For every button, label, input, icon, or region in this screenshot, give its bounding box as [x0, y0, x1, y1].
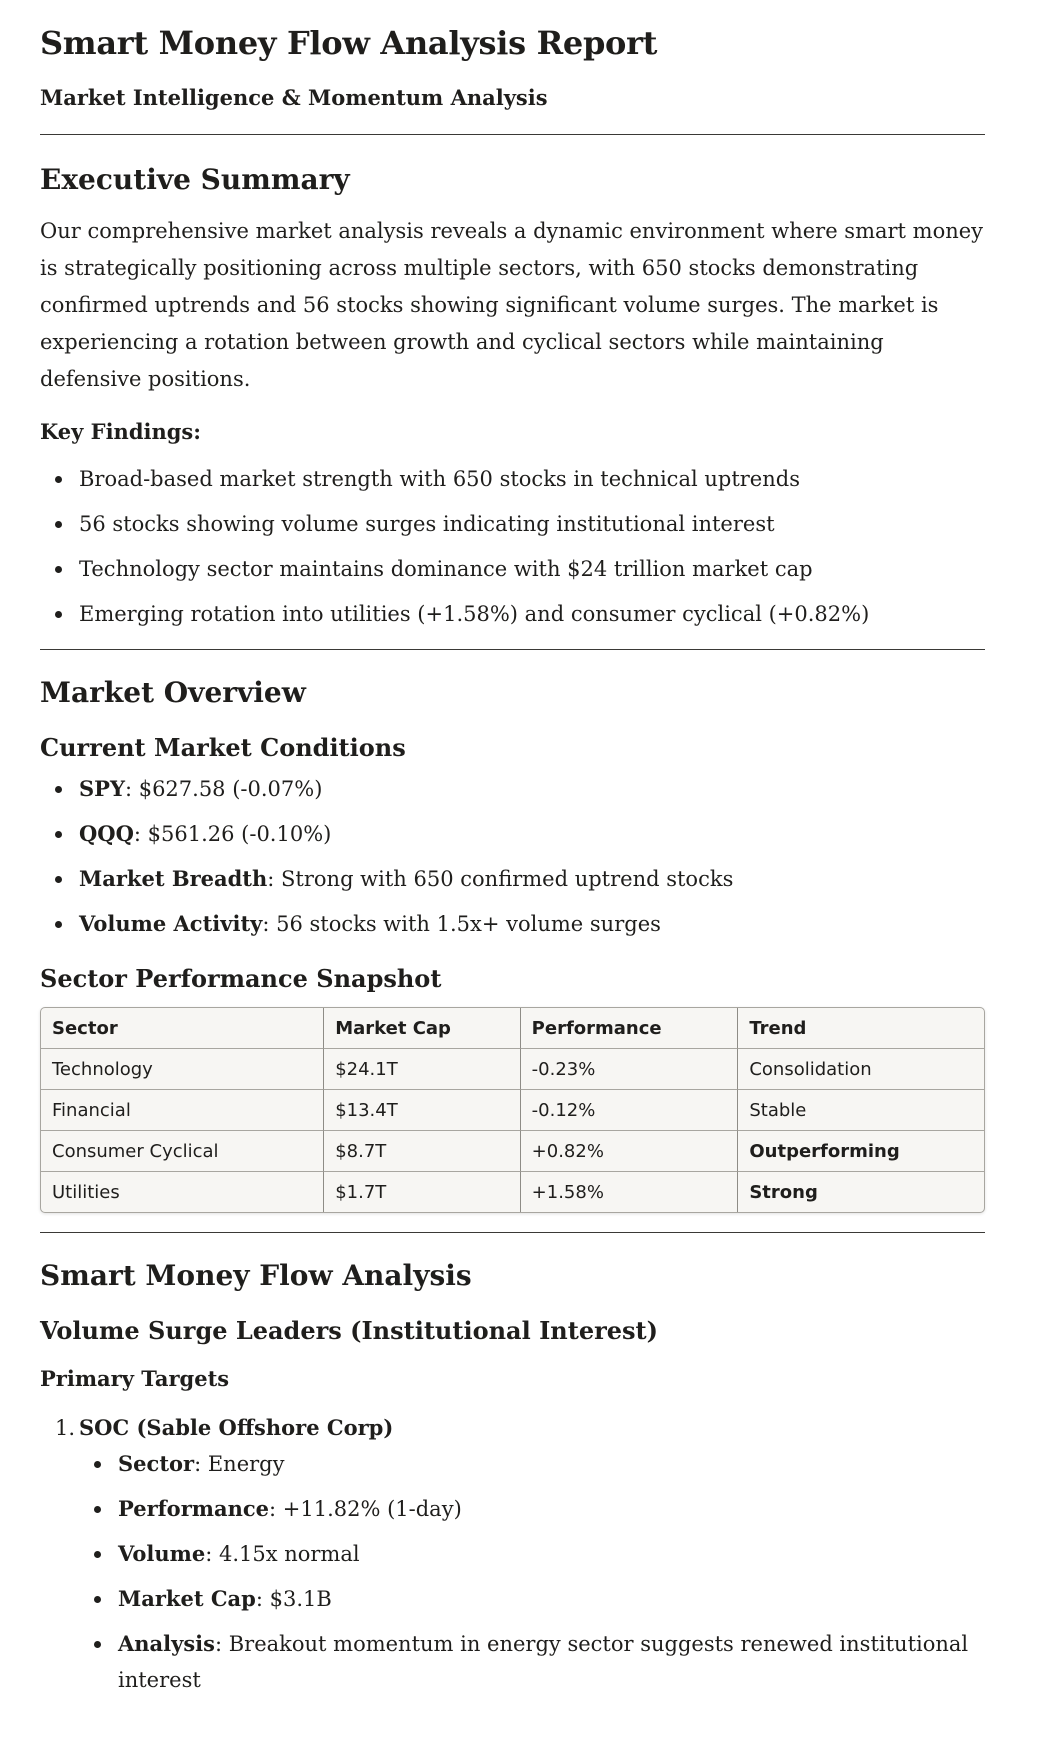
table-row: Financial $13.4T -0.12% Stable: [41, 1090, 984, 1131]
list-item: Market Breadth: Strong with 650 confirme…: [55, 864, 985, 894]
list-item: Performance: +11.82% (1-day): [94, 1491, 985, 1527]
market-overview-heading: Market Overview: [40, 676, 306, 709]
market-conditions-list: SPY: $627.58 (-0.07%) QQQ: $561.26 (-0.1…: [40, 774, 985, 939]
detail-label: Performance: [118, 1496, 269, 1521]
detail-value: : $3.1B: [255, 1587, 332, 1611]
table-cell: $24.1T: [324, 1049, 521, 1090]
table-row: Consumer Cyclical $8.7T +0.82% Outperfor…: [41, 1131, 984, 1172]
table-cell: Technology: [41, 1049, 325, 1090]
list-item: SPY: $627.58 (-0.07%): [55, 774, 985, 804]
table-cell: Utilities: [41, 1172, 325, 1212]
condition-value: : 56 stocks with 1.5x+ volume surges: [262, 912, 661, 936]
table-cell: $1.7T: [324, 1172, 521, 1212]
smart-money-heading: Smart Money Flow Analysis: [40, 1259, 472, 1292]
table-cell: Financial: [41, 1090, 325, 1131]
table-cell: +1.58%: [521, 1172, 739, 1212]
primary-targets-list: 1. SOC (Sable Offshore Corp) Sector: Ene…: [40, 1413, 985, 1698]
table-cell: Consolidation: [738, 1049, 984, 1090]
sector-performance-table: Sector Market Cap Performance Trend Tech…: [40, 1007, 985, 1213]
column-header: Trend: [738, 1008, 984, 1049]
detail-value: : Energy: [194, 1452, 285, 1476]
table-cell: Consumer Cyclical: [41, 1131, 325, 1172]
table-cell: +0.82%: [520, 1131, 739, 1172]
list-item: QQQ: $561.26 (-0.10%): [55, 819, 985, 849]
table-header-row: Sector Market Cap Performance Trend: [41, 1008, 984, 1049]
target-details-list: Sector: Energy Performance: +11.82% (1-d…: [79, 1446, 985, 1698]
column-header: Market Cap: [324, 1008, 521, 1049]
executive-summary-paragraph: Our comprehensive market analysis reveal…: [40, 219, 984, 391]
condition-label: Volume Activity: [79, 911, 263, 936]
primary-targets-label: Primary Targets: [40, 1366, 230, 1391]
table-row: Technology $24.1T -0.23% Consolidation: [41, 1049, 984, 1090]
condition-value: : $627.58 (-0.07%): [124, 777, 323, 801]
table-cell: Outperforming: [738, 1131, 984, 1172]
list-item: Market Cap: $3.1B: [94, 1581, 985, 1617]
list-item: Broad-based market strength with 650 sto…: [55, 464, 985, 494]
divider: [40, 649, 985, 650]
list-item: Volume: 4.15x normal: [94, 1536, 985, 1572]
column-header: Sector: [41, 1008, 325, 1049]
condition-value: : $561.26 (-0.10%): [133, 822, 332, 846]
detail-label: Market Cap: [118, 1586, 256, 1611]
condition-label: Market Breadth: [79, 866, 268, 891]
key-findings-list: Broad-based market strength with 650 sto…: [40, 464, 985, 629]
list-number: 1.: [55, 1416, 76, 1440]
table-row: Utilities $1.7T +1.58% Strong: [41, 1172, 984, 1212]
condition-value: : Strong with 650 confirmed uptrend stoc…: [267, 867, 734, 891]
list-item: Analysis: Breakout momentum in energy se…: [94, 1626, 985, 1698]
list-item: 1. SOC (Sable Offshore Corp) Sector: Ene…: [55, 1413, 985, 1698]
list-item: Technology sector maintains dominance wi…: [55, 554, 985, 584]
list-item: Emerging rotation into utilities (+1.58%…: [55, 599, 985, 629]
divider: [40, 1232, 985, 1233]
detail-label: Sector: [118, 1451, 195, 1476]
target-name: SOC (Sable Offshore Corp): [79, 1415, 394, 1440]
detail-value: : Breakout momentum in energy sector sug…: [118, 1632, 969, 1692]
report-subtitle: Market Intelligence & Momentum Analysis: [40, 85, 548, 110]
key-findings-label: Key Findings:: [40, 419, 202, 444]
current-conditions-heading: Current Market Conditions: [40, 733, 406, 762]
detail-value: : 4.15x normal: [205, 1542, 360, 1566]
condition-label: SPY: [79, 776, 125, 801]
table-cell: $8.7T: [324, 1131, 521, 1172]
column-header: Performance: [520, 1008, 739, 1049]
table-cell: -0.12%: [520, 1090, 739, 1131]
report-document: Smart Money Flow Analysis Report Market …: [40, 24, 985, 1698]
executive-summary-heading: Executive Summary: [40, 163, 350, 196]
list-item: Sector: Energy: [94, 1446, 985, 1482]
table-cell: Strong: [749, 1181, 818, 1203]
detail-label: Analysis: [118, 1631, 215, 1656]
table-cell: $13.4T: [324, 1090, 521, 1131]
sector-performance-heading: Sector Performance Snapshot: [40, 964, 442, 993]
condition-label: QQQ: [79, 821, 134, 846]
detail-label: Volume: [118, 1541, 206, 1566]
list-item: 56 stocks showing volume surges indicati…: [55, 509, 985, 539]
table-cell: -0.23%: [520, 1049, 739, 1090]
volume-surge-heading: Volume Surge Leaders (Institutional Inte…: [40, 1316, 658, 1345]
report-title: Smart Money Flow Analysis Report: [40, 24, 658, 62]
table-cell: Stable: [738, 1090, 984, 1131]
detail-value: : +11.82% (1-day): [269, 1497, 462, 1521]
divider: [40, 134, 985, 135]
list-item: Volume Activity: 56 stocks with 1.5x+ vo…: [55, 909, 985, 939]
